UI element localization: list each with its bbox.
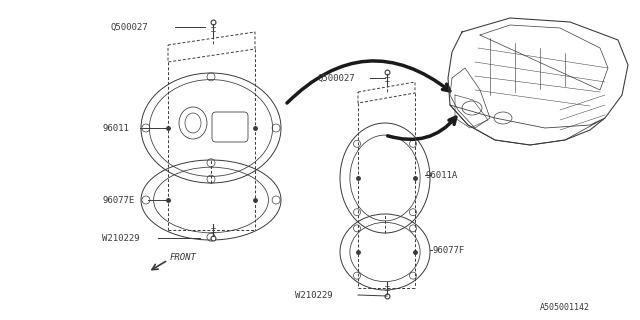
Text: A505001142: A505001142: [540, 303, 590, 312]
FancyArrowPatch shape: [388, 117, 456, 140]
Text: FRONT: FRONT: [170, 252, 197, 261]
Text: 96077E: 96077E: [102, 196, 134, 204]
Text: W210229: W210229: [102, 234, 140, 243]
Text: 96077F: 96077F: [432, 245, 464, 254]
Text: 96011: 96011: [102, 124, 129, 132]
FancyArrowPatch shape: [287, 61, 450, 103]
Text: Q500027: Q500027: [110, 22, 148, 31]
Text: 96011A: 96011A: [425, 171, 457, 180]
Text: W210229: W210229: [295, 291, 333, 300]
Text: Q500027: Q500027: [317, 74, 355, 83]
